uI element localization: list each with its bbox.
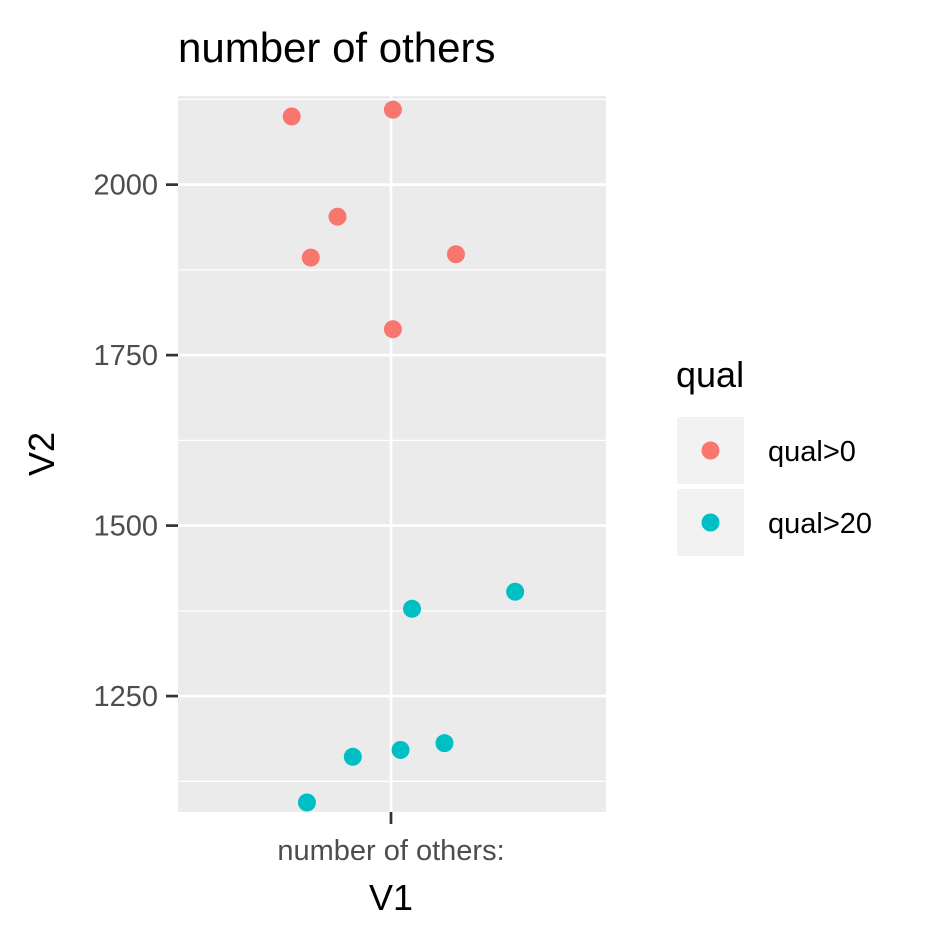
legend-label: qual>20	[768, 508, 872, 540]
chart-title: number of others	[178, 24, 496, 71]
data-point	[383, 320, 402, 339]
data-point	[403, 599, 422, 618]
y-tick-label: 2000	[93, 170, 158, 202]
data-point	[301, 248, 320, 267]
legend-title: qual	[676, 354, 744, 395]
data-point	[435, 734, 454, 753]
x-axis: number of others:	[277, 812, 505, 867]
y-axis-title: V2	[21, 432, 62, 476]
y-tick-label: 1500	[93, 511, 158, 543]
y-axis: 1250 1500 1750 2000	[93, 170, 178, 713]
data-point	[383, 100, 402, 119]
x-tick-label: number of others:	[277, 835, 504, 867]
x-axis-title: V1	[369, 877, 413, 918]
legend: qual qual>0 qual>20	[676, 354, 872, 556]
data-point	[446, 245, 465, 264]
data-point	[343, 747, 362, 766]
data-point	[328, 207, 347, 226]
y-tick-label: 1250	[93, 681, 158, 713]
data-point	[506, 582, 525, 601]
data-point	[282, 107, 301, 126]
major-gridlines	[178, 96, 606, 812]
data-points	[282, 100, 525, 812]
legend-marker	[701, 513, 720, 532]
legend-marker	[701, 441, 720, 460]
data-point	[297, 793, 316, 812]
legend-label: qual>0	[768, 436, 856, 468]
data-point	[391, 740, 410, 759]
y-tick-label: 1750	[93, 340, 158, 372]
